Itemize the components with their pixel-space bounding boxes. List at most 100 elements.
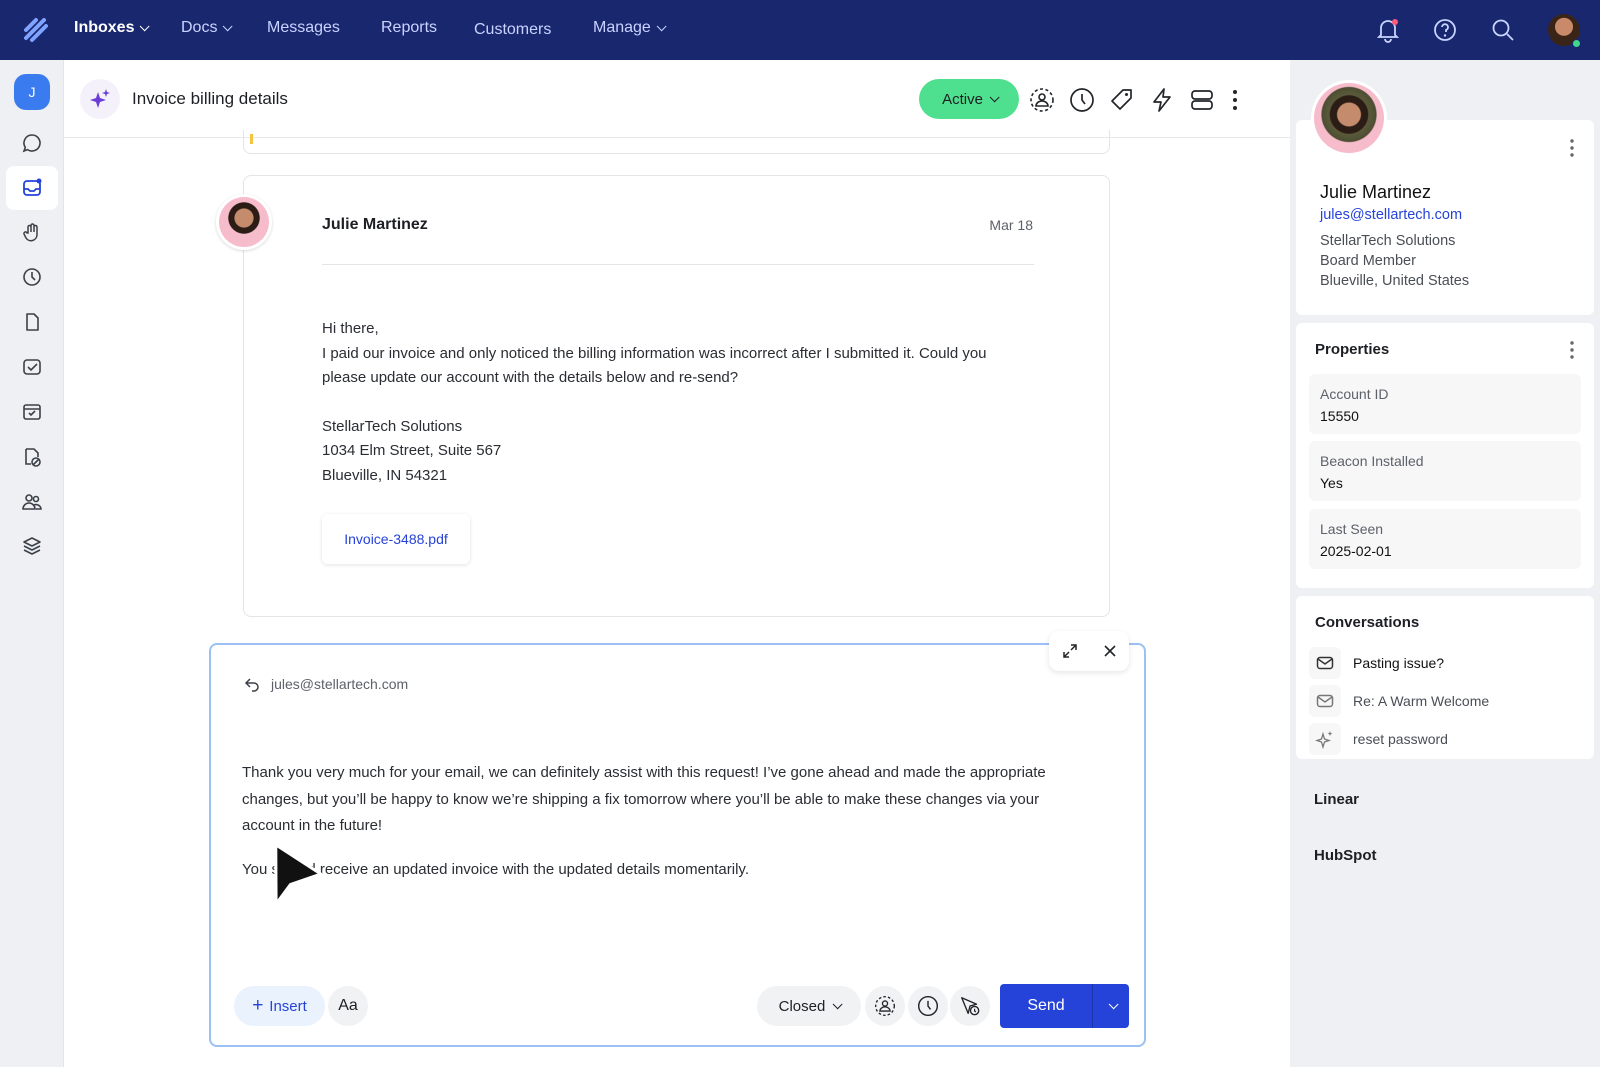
- insert-button[interactable]: + Insert: [234, 986, 325, 1026]
- assign-button[interactable]: [865, 986, 905, 1026]
- online-status-dot: [1572, 39, 1581, 48]
- sidebar-selection: [6, 166, 58, 210]
- property-value: Yes: [1320, 475, 1343, 491]
- send-button-group: Send: [1000, 984, 1129, 1028]
- archive-icon[interactable]: [20, 400, 44, 424]
- attachment-link[interactable]: Invoice-3488.pdf: [322, 514, 470, 564]
- address-line: 1034 Elm Street, Suite 567: [322, 442, 502, 459]
- nav-label: Docs: [181, 19, 218, 36]
- assign-icon: [875, 996, 895, 1016]
- conversations-title: Conversations: [1315, 614, 1420, 631]
- more-options-icon[interactable]: [1568, 340, 1576, 360]
- properties-card: Properties Account ID 15550 Beacon Instal…: [1296, 323, 1594, 588]
- top-navigation: Inboxes Docs Messages Reports Customers …: [0, 0, 1600, 60]
- format-text-button[interactable]: Aa: [328, 986, 368, 1026]
- mail-icon: [1309, 647, 1341, 679]
- nav-label: Customers: [474, 21, 552, 38]
- nav-label: Messages: [267, 19, 340, 36]
- property-label: Last Seen: [1320, 521, 1384, 537]
- customer-card: Julie Martinez jules@stellartech.com Ste…: [1296, 120, 1594, 315]
- conversation-item[interactable]: Re: A Warm Welcome: [1309, 685, 1489, 717]
- snooze-icon[interactable]: [1069, 87, 1095, 113]
- customer-title: Board Member: [1320, 253, 1416, 269]
- more-options-icon[interactable]: [1568, 138, 1576, 158]
- conversation-item[interactable]: Pasting issue?: [1309, 647, 1444, 679]
- reply-editor[interactable]: Thank you very much for your email, we c…: [242, 760, 1062, 883]
- layers-icon[interactable]: [20, 534, 44, 558]
- clock-icon: [917, 995, 939, 1017]
- nav-customers[interactable]: Customers: [474, 21, 551, 39]
- customer-details: StellarTech Solutions Board Member Bluev…: [1320, 231, 1469, 291]
- reply-paragraph: You should receive an updated invoice wi…: [242, 860, 749, 878]
- mail-icon: [1309, 685, 1341, 717]
- send-button[interactable]: Send: [1027, 997, 1065, 1014]
- customer-avatar: [1311, 80, 1387, 156]
- nav-label: Manage: [593, 19, 651, 36]
- conversation-item[interactable]: reset password: [1309, 723, 1448, 755]
- reply-icon: [244, 678, 259, 692]
- conversation-header: Invoice billing details Active: [64, 60, 1290, 138]
- schedule-send-button[interactable]: [950, 986, 990, 1026]
- assign-icon[interactable]: [1029, 87, 1055, 113]
- integration-linear[interactable]: Linear: [1314, 791, 1360, 808]
- layout-icon[interactable]: [1189, 87, 1215, 113]
- chat-icon[interactable]: [20, 131, 44, 155]
- close-icon[interactable]: [1102, 643, 1118, 659]
- tag-icon[interactable]: [1109, 87, 1135, 113]
- send-options-button[interactable]: [1093, 984, 1129, 1028]
- customer-email[interactable]: jules@stellartech.com: [1320, 207, 1463, 223]
- message-body: Hi there, I paid our invoice and only no…: [322, 317, 1012, 488]
- status-dropdown[interactable]: Active: [919, 79, 1019, 119]
- property-beacon-installed: Beacon Installed Yes: [1309, 441, 1581, 501]
- nav-label: Inboxes: [74, 19, 135, 36]
- inbox-icon[interactable]: [20, 176, 44, 200]
- contacts-icon[interactable]: [20, 490, 44, 514]
- message-date: Mar 18: [989, 217, 1033, 233]
- customer-name: Julie Martinez: [1320, 182, 1432, 202]
- sidebar: J: [0, 60, 64, 1067]
- workspace-avatar[interactable]: J: [14, 74, 50, 110]
- message-card: Julie Martinez Mar 18 Hi there, I paid o…: [216, 175, 1110, 617]
- nav-reports[interactable]: Reports: [381, 19, 437, 37]
- more-options-icon[interactable]: [1229, 87, 1241, 113]
- chevron-down-icon: [223, 20, 234, 31]
- reply-recipient[interactable]: jules@stellartech.com: [271, 676, 409, 692]
- page-title: Invoice billing details: [132, 89, 288, 108]
- expand-icon[interactable]: [1061, 642, 1079, 660]
- nav-messages[interactable]: Messages: [267, 19, 340, 37]
- workflow-lightning-icon[interactable]: [1149, 87, 1175, 113]
- status-after-send-dropdown[interactable]: Closed: [757, 986, 861, 1026]
- property-value: 2025-02-01: [1320, 543, 1392, 559]
- logo-icon[interactable]: [22, 16, 50, 44]
- hand-icon[interactable]: [20, 221, 44, 245]
- help-icon[interactable]: [1432, 17, 1458, 43]
- search-icon[interactable]: [1490, 17, 1516, 43]
- document-icon[interactable]: [20, 310, 44, 334]
- checklist-icon[interactable]: [20, 355, 44, 379]
- conversation-label: Pasting issue?: [1353, 655, 1445, 671]
- nav-docs[interactable]: Docs: [181, 19, 234, 37]
- integration-hubspot[interactable]: HubSpot: [1314, 847, 1377, 864]
- schedule-send-icon: [961, 997, 980, 1016]
- spam-icon[interactable]: [20, 445, 44, 469]
- nav-manage[interactable]: Manage: [593, 19, 667, 37]
- conversations-card: Conversations Pasting issue? Re: A Warm …: [1296, 596, 1594, 759]
- chevron-down-icon: [656, 20, 667, 31]
- conversation-label: Re: A Warm Welcome: [1353, 693, 1490, 709]
- status-label: Closed: [778, 997, 826, 1015]
- plus-icon: +: [252, 995, 264, 1016]
- customer-sidebar: Julie Martinez jules@stellartech.com Ste…: [1290, 60, 1600, 1067]
- property-last-seen: Last Seen 2025-02-01: [1309, 509, 1581, 569]
- nav-label: Reports: [381, 19, 438, 36]
- body-text: I paid our invoice and only noticed the …: [322, 344, 987, 387]
- property-value: 15550: [1320, 408, 1359, 424]
- snooze-button[interactable]: [908, 986, 948, 1026]
- chevron-down-icon: [833, 998, 843, 1009]
- address-line: StellarTech Solutions: [322, 417, 463, 435]
- sparkle-icon: [1309, 723, 1341, 755]
- notification-bell-icon[interactable]: [1375, 17, 1401, 43]
- greeting: Hi there,: [322, 320, 379, 337]
- clock-icon[interactable]: [20, 265, 44, 289]
- status-label: Active: [942, 90, 983, 108]
- nav-inboxes[interactable]: Inboxes: [74, 19, 151, 37]
